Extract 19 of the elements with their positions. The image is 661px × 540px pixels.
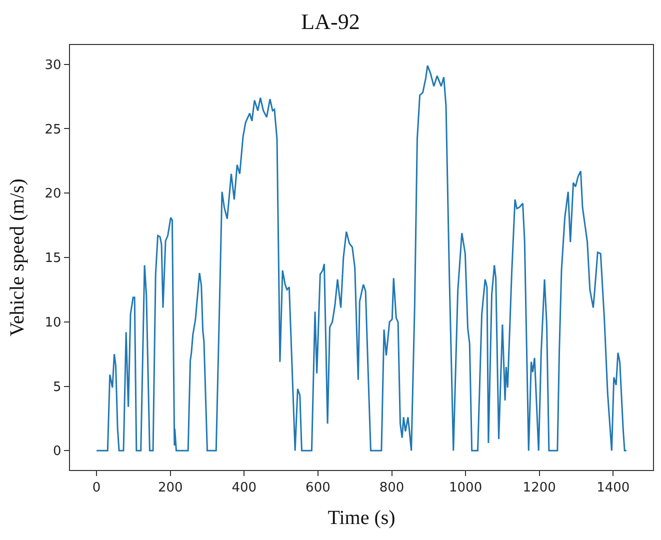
y-tick-label: 5 <box>53 380 62 395</box>
y-tick-label: 20 <box>44 186 62 202</box>
x-tick-label: 600 <box>306 480 330 496</box>
x-axis-title: Time (s) <box>328 507 396 530</box>
y-axis-title: Vehicle speed (m/s) <box>6 178 28 336</box>
y-tick-label: 25 <box>44 122 62 138</box>
y-tick-label: 10 <box>44 315 62 330</box>
line-series <box>96 64 628 452</box>
x-tick-label: 0 <box>92 480 101 496</box>
x-tick-label: 1200 <box>522 480 556 496</box>
x-tick-label: 800 <box>379 480 404 496</box>
chart-title: LA-92 <box>301 8 360 34</box>
x-tick-label: 400 <box>232 480 257 496</box>
y-tick-label: 30 <box>44 58 62 73</box>
y-tick-label: 0 <box>53 444 62 460</box>
y-tick-label: 15 <box>44 251 62 266</box>
x-tick-label: 1000 <box>449 480 482 496</box>
x-tick-label: 1400 <box>596 480 630 496</box>
x-tick-label: 200 <box>158 480 183 496</box>
